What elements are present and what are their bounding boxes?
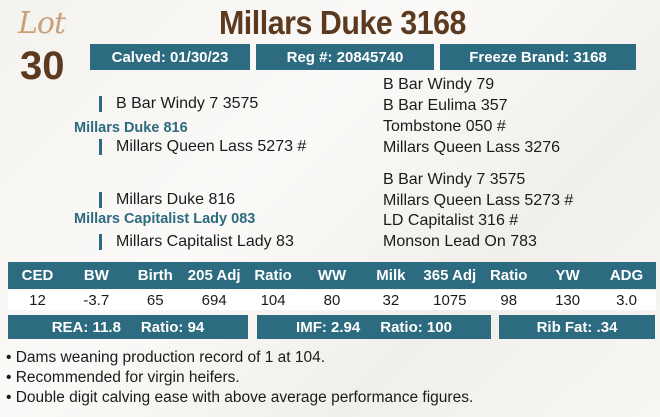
epd-value-ced: 12: [29, 291, 46, 309]
dam-sire: Millars Duke 816: [116, 191, 236, 208]
dam-dam-dam: Monson Lead On 783: [383, 233, 537, 250]
calved-date-badge: Calved: 01/30/23: [90, 44, 250, 70]
rea-badge: REA: 11.8 Ratio: 94: [8, 315, 248, 339]
imf-badge: IMF: 2.94 Ratio: 100: [257, 315, 491, 339]
epd-value-bw: -3.7: [83, 291, 110, 309]
epd-header-ww: WW: [317, 267, 347, 284]
epd-header-ratio-2: Ratio: [489, 267, 528, 284]
registration-number-badge: Reg #: 20845740: [256, 44, 434, 70]
epd-header-adg: ADG: [609, 267, 644, 284]
epd-value-205-adj: 694: [201, 291, 227, 309]
note-item: • Double digit calving ease with above a…: [6, 389, 474, 406]
epd-header-bw: BW: [83, 267, 109, 284]
sire-dam-dam: Millars Queen Lass 3276: [383, 139, 560, 156]
imf-value: IMF: 2.94: [296, 318, 361, 336]
rea-value: REA: 11.8: [51, 318, 121, 336]
epd-header-yw: YW: [555, 267, 580, 284]
rea-ratio: Ratio: 94: [140, 318, 205, 336]
epd-header-birth: Birth: [137, 267, 173, 284]
epd-value-milk: 32: [382, 291, 400, 309]
sire-dam-sire: Tombstone 050 #: [383, 118, 506, 135]
imf-ratio: Ratio: 100: [380, 318, 452, 336]
dam-sire-dam: Millars Queen Lass 5273 #: [383, 192, 574, 209]
dam-dam-sire: LD Capitalist 316 #: [383, 212, 519, 229]
epd-header-ratio: Ratio: [254, 267, 292, 284]
epd-header-milk: Milk: [376, 267, 406, 284]
epd-value-ww: 80: [323, 291, 341, 309]
sire-sire-sire: B Bar Windy 79: [383, 76, 495, 93]
epd-value-adg: 3.0: [616, 291, 637, 309]
freeze-brand-badge: Freeze Brand: 3168: [440, 44, 636, 70]
sire-sire: B Bar Windy 7 3575: [116, 95, 259, 112]
pedigree-connector: [99, 234, 102, 250]
epd-header-365-adj: 365 Adj: [423, 267, 477, 284]
rib-fat-badge: Rib Fat: .34: [499, 315, 655, 339]
sire-sire-dam: B Bar Eulima 357: [383, 97, 508, 114]
epd-value-birth: 65: [146, 291, 164, 309]
note-item: • Dams weaning production record of 1 at…: [6, 349, 326, 366]
pedigree-connector: [99, 192, 102, 208]
dam-name: Millars Capitalist Lady 083: [74, 211, 256, 227]
lot-number: 30: [20, 44, 65, 88]
epd-header-ced: CED: [21, 267, 54, 284]
dam-dam: Millars Capitalist Lady 83: [116, 233, 294, 250]
epd-value-ratio: 104: [260, 291, 286, 309]
epd-value-365-adj: 1075: [433, 291, 467, 309]
note-item: • Recommended for virgin heifers.: [6, 369, 240, 386]
epd-values-row: 12 -3.7 65 694 104 80 32 1075 98 130 3.0: [8, 290, 656, 310]
epd-value-ratio-2: 98: [500, 291, 518, 309]
pedigree-connector: [99, 96, 102, 112]
epd-value-yw: 130: [555, 291, 581, 309]
epd-header-205-adj: 205 Adj: [187, 267, 241, 284]
page-title: Millars Duke 3168: [218, 4, 466, 41]
pedigree-connector: [99, 139, 102, 155]
lot-label: Lot: [18, 6, 66, 41]
sire-dam: Millars Queen Lass 5273 #: [116, 138, 307, 155]
sire-name: Millars Duke 816: [74, 120, 188, 136]
dam-sire-sire: B Bar Windy 7 3575: [383, 171, 526, 188]
notes-list: • Dams weaning production record of 1 at…: [6, 348, 473, 408]
epd-header-row: CED BW Birth 205 Adj Ratio WW Milk 365 A…: [8, 262, 656, 289]
